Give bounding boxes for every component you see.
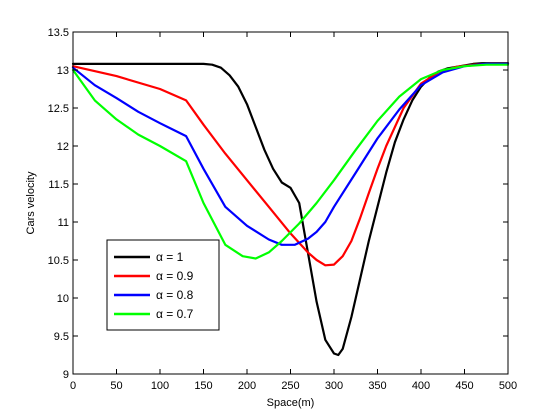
y-axis-title: Cars velocity bbox=[25, 171, 37, 234]
legend: α = 1 α = 0.9 α = 0.8 α = 0.7 bbox=[106, 239, 220, 331]
y-tick-label: 13 bbox=[57, 65, 69, 77]
legend-label: α = 1 bbox=[156, 250, 184, 264]
y-tick-label: 10.5 bbox=[48, 255, 69, 267]
y-tick-label: 11.5 bbox=[48, 179, 69, 191]
legend-label: α = 0.8 bbox=[156, 288, 194, 302]
legend-label: α = 0.9 bbox=[156, 269, 194, 283]
x-tick-label: 250 bbox=[281, 380, 299, 392]
tick-layer: 0 50 100 150 200 250 300 350 400 450 500 9 9.5 10 10.5… bbox=[48, 27, 518, 392]
y-tick-label: 9 bbox=[63, 369, 69, 381]
series-line bbox=[71, 62, 510, 246]
x-tick-label: 100 bbox=[151, 380, 169, 392]
x-tick-label: 500 bbox=[499, 380, 517, 392]
x-tick-label: 450 bbox=[455, 380, 473, 392]
y-tick-label: 12.5 bbox=[48, 103, 69, 115]
series-layer bbox=[71, 62, 510, 357]
x-tick-label: 50 bbox=[110, 380, 122, 392]
y-tick-label: 10 bbox=[57, 293, 69, 305]
x-tick-label: 400 bbox=[412, 380, 430, 392]
x-tick-label: 200 bbox=[238, 380, 256, 392]
x-tick-label: 0 bbox=[70, 380, 76, 392]
x-axis-title: Space(m) bbox=[267, 397, 315, 409]
series-line bbox=[71, 63, 510, 260]
legend-label: α = 0.7 bbox=[156, 307, 194, 321]
x-tick-label: 350 bbox=[368, 380, 386, 392]
x-tick-label: 150 bbox=[194, 380, 212, 392]
y-tick-label: 13.5 bbox=[48, 27, 69, 39]
y-tick-label: 9.5 bbox=[54, 331, 69, 343]
x-tick-label: 300 bbox=[325, 380, 343, 392]
y-tick-label: 12 bbox=[57, 141, 69, 153]
y-tick-label: 11 bbox=[58, 217, 69, 229]
